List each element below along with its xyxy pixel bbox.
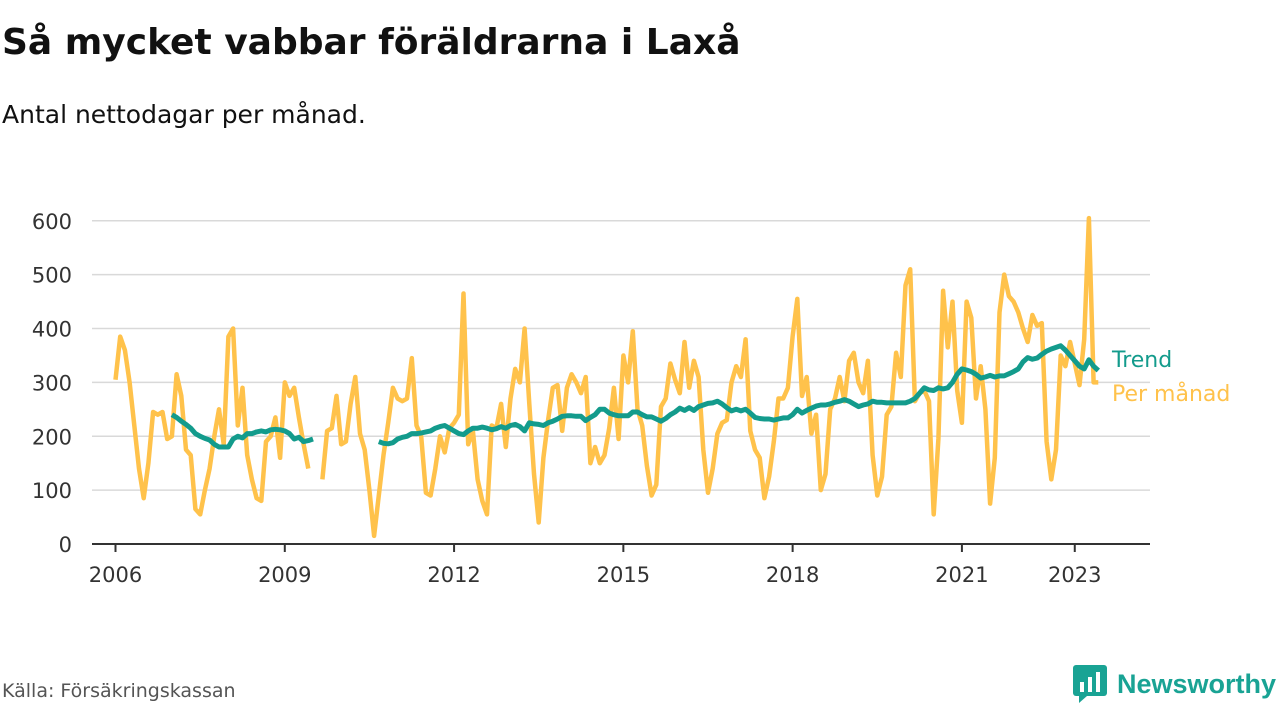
brand-name: Newsworthy [1117, 668, 1277, 699]
series [113, 215, 1100, 539]
bar-chart-logo-icon [1073, 665, 1107, 703]
chart-subtitle: Antal nettodagar per månad. [2, 100, 366, 129]
trend-series-line [170, 343, 1100, 450]
x-tick-label: 2006 [89, 563, 142, 587]
x-tick-label: 2021 [935, 563, 988, 587]
newsworthy-logo[interactable]: Newsworthy [1073, 664, 1276, 704]
x-tick-label: 2012 [427, 563, 480, 587]
x-tick-label: 2023 [1048, 563, 1101, 587]
y-tick-label: 400 [32, 318, 72, 342]
source-note: Källa: Försäkringskassan [2, 680, 236, 702]
chart-title: Så mycket vabbar föräldrarna i Laxå [2, 22, 741, 63]
y-tick-label: 300 [32, 371, 72, 395]
monthly-series-label: Per månad [1112, 381, 1230, 407]
y-tick-label: 100 [32, 479, 72, 503]
x-tick-label: 2018 [766, 563, 819, 587]
y-tick-label: 200 [32, 425, 72, 449]
x-tick-label: 2009 [258, 563, 311, 587]
y-axis-ticks: 0 100 200 300 400 500 600 [32, 210, 72, 557]
x-tick-label: 2015 [597, 563, 650, 587]
series-labels: Trend Per månad [1111, 348, 1230, 407]
x-axis-ticks: 2006 2009 2012 2015 2018 2021 2023 [89, 544, 1101, 587]
trend-series-label: Trend [1111, 348, 1172, 373]
y-tick-label: 0 [59, 533, 72, 557]
y-tick-label: 500 [32, 264, 72, 288]
y-tick-label: 600 [32, 210, 72, 234]
monthly-series-line [113, 215, 1099, 539]
